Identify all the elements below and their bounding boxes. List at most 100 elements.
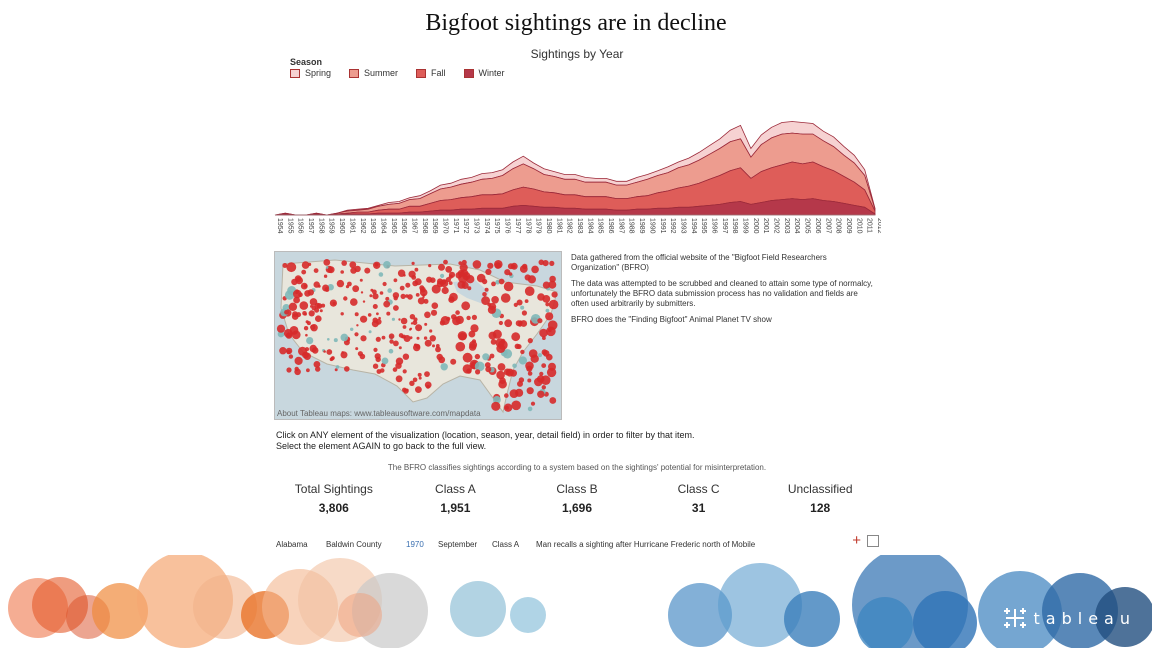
- sighting-dot[interactable]: [405, 294, 409, 298]
- sighting-dot[interactable]: [323, 259, 331, 266]
- sighting-dot[interactable]: [400, 293, 406, 299]
- sighting-dot[interactable]: [488, 331, 497, 340]
- sighting-dot[interactable]: [369, 294, 373, 298]
- sighting-dot[interactable]: [431, 284, 441, 294]
- sighting-dot[interactable]: [520, 305, 525, 310]
- sighting-dot[interactable]: [462, 352, 473, 363]
- sighting-dot[interactable]: [516, 299, 523, 306]
- sighting-dot[interactable]: [409, 328, 412, 331]
- sighting-dot[interactable]: [405, 388, 409, 392]
- sighting-dot[interactable]: [437, 278, 443, 285]
- sighting-dot[interactable]: [474, 353, 481, 360]
- sighting-dot[interactable]: [368, 330, 372, 334]
- legend-item-summer[interactable]: Summer: [349, 68, 398, 78]
- x-tick-label[interactable]: 1997: [721, 218, 728, 234]
- sighting-dot[interactable]: [383, 261, 391, 269]
- x-tick-label[interactable]: 1980: [545, 218, 552, 234]
- sighting-dot[interactable]: [322, 284, 330, 292]
- sighting-dot[interactable]: [313, 268, 319, 273]
- sighting-dot[interactable]: [424, 322, 428, 326]
- x-tick-label[interactable]: 1978: [524, 218, 531, 234]
- sighting-dot[interactable]: [527, 275, 536, 284]
- sighting-dot[interactable]: [482, 353, 490, 361]
- sighting-dot[interactable]: [327, 338, 330, 341]
- x-tick-label[interactable]: 1975: [493, 218, 500, 234]
- sighting-dot[interactable]: [364, 267, 371, 274]
- sighting-dot[interactable]: [419, 285, 425, 291]
- sighting-dot[interactable]: [395, 375, 403, 383]
- sighting-dot[interactable]: [306, 337, 314, 345]
- sighting-dot[interactable]: [455, 272, 463, 279]
- sighting-dot[interactable]: [431, 302, 439, 309]
- sighting-dot[interactable]: [430, 309, 438, 316]
- sighting-dot[interactable]: [301, 269, 307, 275]
- sighting-dot[interactable]: [373, 347, 378, 352]
- x-tick-label[interactable]: 1984: [586, 218, 593, 234]
- sighting-dot[interactable]: [291, 278, 298, 286]
- sighting-dot[interactable]: [526, 387, 534, 395]
- kpi-total-sightings[interactable]: Total Sightings 3,806: [273, 482, 395, 515]
- sighting-dot[interactable]: [393, 340, 399, 347]
- sighting-dot[interactable]: [395, 362, 402, 369]
- x-tick-label[interactable]: 1971: [452, 218, 459, 234]
- sighting-dot[interactable]: [388, 348, 394, 354]
- x-tick-label[interactable]: 1989: [638, 218, 645, 234]
- us-map-graphic[interactable]: [275, 252, 562, 420]
- x-tick-label[interactable]: 1974: [483, 218, 490, 234]
- sighting-dot[interactable]: [381, 335, 386, 340]
- x-tick-label[interactable]: 2001: [762, 218, 769, 234]
- sighting-dot[interactable]: [461, 301, 471, 311]
- sighting-dot[interactable]: [551, 291, 558, 298]
- sighting-dot[interactable]: [375, 336, 381, 342]
- sightings-map[interactable]: About Tableau maps: www.tableausoftware.…: [274, 251, 562, 420]
- sighting-dot[interactable]: [538, 353, 542, 358]
- sighting-dot[interactable]: [496, 370, 505, 380]
- sighting-dot[interactable]: [286, 262, 297, 273]
- x-tick-label[interactable]: 1991: [659, 218, 666, 234]
- sighting-dot[interactable]: [524, 286, 535, 296]
- x-tick-label[interactable]: 1960: [338, 218, 345, 234]
- sighting-dot[interactable]: [468, 330, 476, 338]
- sighting-dot[interactable]: [512, 363, 517, 369]
- x-tick-label[interactable]: 1959: [328, 218, 335, 234]
- sighting-dot[interactable]: [527, 378, 532, 383]
- sighting-dot[interactable]: [325, 266, 329, 269]
- sighting-dot[interactable]: [383, 300, 391, 308]
- sighting-dot[interactable]: [399, 285, 405, 291]
- sighting-dot[interactable]: [330, 356, 334, 361]
- sighting-dot[interactable]: [314, 302, 321, 309]
- sighting-dot[interactable]: [341, 260, 347, 266]
- sighting-dot[interactable]: [315, 315, 322, 322]
- sighting-dot[interactable]: [505, 368, 514, 377]
- sighting-dot[interactable]: [415, 324, 423, 332]
- sighting-dot[interactable]: [386, 311, 391, 316]
- expand-plus-icon[interactable]: +: [852, 534, 861, 548]
- x-tick-label[interactable]: 1979: [535, 218, 542, 234]
- sighting-dot[interactable]: [424, 311, 431, 319]
- sighting-dot[interactable]: [496, 344, 506, 353]
- sighting-dot[interactable]: [313, 361, 321, 368]
- sighting-dot[interactable]: [405, 282, 411, 288]
- sighting-dot[interactable]: [409, 314, 416, 320]
- x-tick-label[interactable]: 2003: [783, 218, 790, 234]
- sighting-dot[interactable]: [482, 292, 487, 297]
- x-tick-label[interactable]: 2005: [804, 218, 811, 234]
- sighting-dot[interactable]: [518, 377, 525, 383]
- sighting-dot[interactable]: [402, 325, 407, 329]
- sighting-dot[interactable]: [412, 280, 419, 287]
- sighting-dot[interactable]: [360, 335, 367, 342]
- sighting-dot[interactable]: [350, 327, 354, 331]
- sighting-dot[interactable]: [415, 344, 421, 349]
- sighting-dot[interactable]: [347, 281, 352, 287]
- sighting-dot[interactable]: [417, 297, 425, 305]
- sighting-dot[interactable]: [541, 363, 547, 368]
- sighting-dot[interactable]: [276, 324, 286, 333]
- sighting-dot[interactable]: [423, 298, 429, 304]
- sighting-dot[interactable]: [424, 339, 432, 347]
- x-tick-label[interactable]: 2002: [773, 218, 780, 234]
- sighting-dot[interactable]: [373, 261, 381, 269]
- sighting-dot[interactable]: [311, 347, 319, 354]
- sighting-dot[interactable]: [400, 317, 408, 325]
- sighting-dot[interactable]: [418, 376, 422, 380]
- sighting-dot[interactable]: [310, 324, 316, 330]
